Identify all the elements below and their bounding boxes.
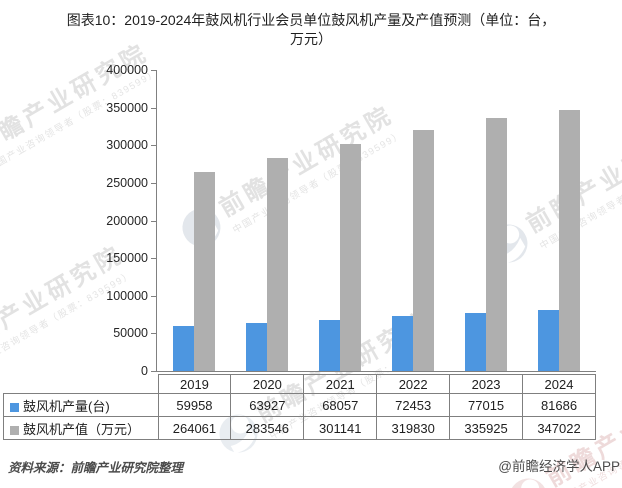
y-axis-tick-label: 0 <box>141 364 148 378</box>
y-axis-tick-label: 350000 <box>106 100 148 115</box>
value-cell: 68057 <box>303 393 378 417</box>
bar-鼓风机产值（万元）-2023 <box>486 118 508 371</box>
y-axis-tick <box>151 258 156 260</box>
value-cell: 335925 <box>449 416 524 440</box>
y-axis-tick <box>151 70 156 71</box>
y-axis-tick-label: 50000 <box>113 326 148 341</box>
y-axis-tick <box>151 182 156 184</box>
bar-鼓风机产量(台)-2019 <box>172 326 194 371</box>
source-note: 资料来源：前瞻产业研究院整理 <box>8 461 184 475</box>
chart-title: 图表10：2019-2024年鼓风机行业会员单位鼓风机产量及产值预测（单位：台，… <box>0 11 622 49</box>
year-header-cell: 2023 <box>449 374 524 394</box>
series-label-cell: 鼓风机产量(台) <box>3 393 159 417</box>
value-cell: 72453 <box>376 393 451 417</box>
y-axis-tick-label: 400000 <box>106 63 148 77</box>
legend-swatch-icon <box>10 425 19 435</box>
qianzhan-logo-icon <box>509 478 548 488</box>
value-cell: 264061 <box>157 416 232 440</box>
y-axis-tick-label: 100000 <box>106 288 148 303</box>
y-axis-line <box>156 70 157 372</box>
series-label-cell: 鼓风机产值（万元） <box>3 416 159 440</box>
bar-鼓风机产值（万元）-2020 <box>266 158 288 371</box>
credit-note: @前瞻经济学人APP <box>498 459 620 474</box>
bar-鼓风机产值（万元）-2024 <box>559 110 581 371</box>
value-cell: 283546 <box>230 416 305 440</box>
year-header-cell: 2022 <box>376 374 451 394</box>
y-axis-tick-label: 200000 <box>106 213 148 228</box>
bar-鼓风机产量(台)-2021 <box>318 320 340 371</box>
value-cell: 59958 <box>157 393 232 417</box>
bar-鼓风机产量(台)-2023 <box>465 313 487 371</box>
year-header-cell: 2021 <box>303 374 378 394</box>
data-table: 2019 2020 2021 2022 2023 2024 鼓风机产量(台) 59958 639… <box>3 374 596 440</box>
y-axis-tick-label: 300000 <box>106 138 148 153</box>
y-axis-tick <box>151 107 156 109</box>
value-cell: 319830 <box>376 416 451 440</box>
chart-title-line2: 万元） <box>290 31 332 47</box>
bar-鼓风机产值（万元）-2022 <box>413 130 435 371</box>
chart-title-line1: 图表10：2019-2024年鼓风机行业会员单位鼓风机产量及产值预测（单位：台， <box>66 12 556 28</box>
watermark: 前瞻产业研究院 中国产业咨询领导者（股票：839599） <box>500 365 622 488</box>
bar-鼓风机产量(台)-2024 <box>538 310 560 371</box>
bar-鼓风机产量(台)-2020 <box>245 323 267 371</box>
year-header-cell: 2024 <box>522 374 596 394</box>
bar-鼓风机产值（万元）-2019 <box>193 172 215 371</box>
y-axis-tick <box>151 333 156 335</box>
y-axis-tick <box>151 295 156 297</box>
value-cell: 81686 <box>522 393 596 417</box>
legend-swatch-icon <box>10 402 19 412</box>
value-cell: 77015 <box>449 393 524 417</box>
value-cell: 301141 <box>303 416 378 440</box>
value-cell: 347022 <box>522 416 596 440</box>
table-corner-cell <box>4 375 159 394</box>
y-axis-tick-label: 250000 <box>106 175 148 190</box>
y-axis-tick <box>151 220 156 222</box>
bar-鼓风机产值（万元）-2021 <box>339 144 361 371</box>
y-axis-tick <box>151 145 156 147</box>
value-cell: 63927 <box>230 393 305 417</box>
year-header-cell: 2020 <box>230 374 305 394</box>
bar-鼓风机产量(台)-2022 <box>392 316 414 371</box>
x-axis-line <box>156 371 596 372</box>
y-axis-tick <box>151 371 156 372</box>
y-axis-tick-label: 150000 <box>106 251 148 266</box>
year-header-cell: 2019 <box>157 374 232 394</box>
